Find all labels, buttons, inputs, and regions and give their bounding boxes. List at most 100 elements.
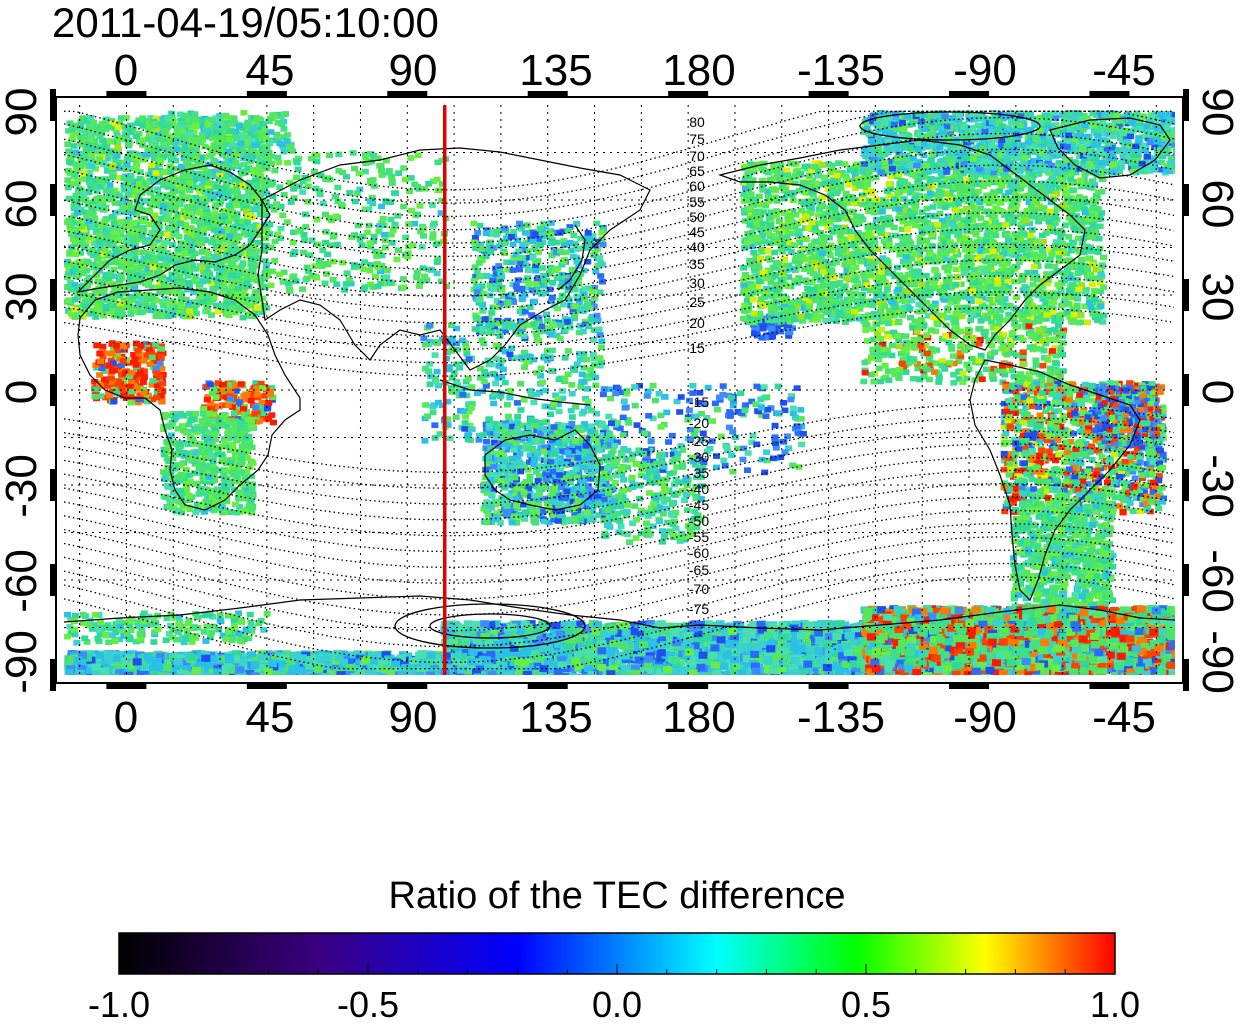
tec-data-cell — [444, 422, 452, 428]
tec-data-cell — [236, 303, 244, 310]
tec-data-cell — [240, 149, 248, 156]
tec-data-cell — [499, 470, 507, 476]
tec-data-cell — [533, 278, 541, 284]
tec-data-cell — [409, 242, 417, 249]
tec-data-cell — [146, 361, 154, 368]
tec-data-cell — [575, 457, 583, 464]
tec-data-cell — [593, 246, 601, 252]
tec-data-cell — [560, 258, 568, 264]
tec-data-cell — [184, 441, 192, 447]
tec-data-cell — [99, 207, 107, 213]
tec-data-cell — [254, 232, 262, 238]
tec-data-cell — [65, 297, 73, 304]
tec-data-cell — [261, 258, 269, 264]
tec-data-cell — [215, 256, 223, 262]
tec-data-cell — [551, 484, 559, 491]
tec-data-cell — [452, 414, 460, 420]
tec-data-cell — [508, 455, 516, 462]
tec-data-cell — [226, 391, 234, 397]
tec-data-cell — [223, 310, 231, 317]
tec-data-cell — [66, 249, 74, 256]
tec-data-cell — [167, 498, 175, 504]
tec-data-cell — [561, 422, 569, 429]
tec-data-cell — [485, 416, 493, 422]
tec-data-cell — [536, 225, 544, 232]
tec-data-cell — [388, 240, 396, 246]
tec-data-cell — [117, 275, 125, 281]
tec-data-cell — [213, 129, 221, 136]
tec-data-cell — [564, 371, 572, 378]
tec-data-cell — [495, 362, 503, 369]
tec-data-cell — [155, 192, 163, 198]
tec-data-cell — [501, 238, 509, 245]
tec-data-cell — [487, 273, 495, 280]
tec-data-cell — [149, 150, 157, 157]
tec-data-cell — [569, 308, 577, 315]
tec-data-cell — [155, 221, 163, 228]
tec-data-cell — [194, 506, 202, 513]
tec-data-cell — [201, 199, 209, 205]
tec-data-cell — [486, 245, 494, 251]
tec-data-cell — [511, 432, 519, 439]
tec-data-cell — [224, 165, 232, 172]
tec-data-cell — [268, 268, 276, 275]
tec-data-cell — [176, 274, 184, 280]
tec-data-cell — [588, 299, 596, 305]
tec-data-cell — [134, 399, 142, 406]
tec-data-cell — [155, 130, 163, 136]
tec-data-cell — [116, 300, 124, 307]
tec-data-cell — [97, 221, 105, 227]
tec-data-cell — [247, 256, 255, 263]
tec-data-cell — [430, 220, 438, 227]
tec-data-cell — [111, 307, 119, 313]
tec-data-cell — [262, 182, 269, 189]
tec-data-cell — [211, 210, 219, 217]
tec-data-cell — [580, 351, 588, 357]
tec-data-cell — [219, 192, 227, 199]
tec-data-cell — [459, 408, 467, 414]
tec-data-cell — [142, 198, 150, 204]
tec-data-cell — [521, 516, 529, 522]
tec-data-cell — [83, 128, 91, 134]
tec-data-cell — [566, 324, 574, 331]
tec-data-cell — [488, 329, 496, 336]
tec-data-cell — [266, 391, 274, 397]
tec-data-cell — [191, 204, 198, 211]
tec-data-cell — [158, 288, 166, 295]
tec-data-cell — [549, 280, 557, 286]
tec-data-cell — [579, 488, 587, 495]
tec-data-cell — [464, 375, 472, 382]
tec-data-cell — [217, 149, 225, 155]
tec-data-cell — [220, 291, 228, 297]
tec-data-cell — [324, 251, 332, 258]
tec-data-cell — [509, 478, 516, 484]
tec-data-cell — [343, 173, 350, 180]
tec-data-cell — [174, 212, 182, 219]
tec-data-cell — [356, 263, 364, 270]
tec-data-cell — [182, 480, 190, 487]
tec-data-cell — [103, 297, 111, 303]
tec-data-cell — [192, 266, 200, 272]
tec-data-cell — [496, 519, 504, 526]
tec-data-cell — [444, 398, 452, 405]
tec-data-cell — [74, 271, 82, 278]
tec-data-cell — [548, 294, 556, 301]
tec-data-cell — [593, 465, 601, 471]
tec-data-cell — [159, 372, 167, 378]
tec-data-cell — [330, 232, 338, 238]
tec-data-cell — [510, 420, 518, 427]
tec-data-cell — [208, 462, 216, 468]
tec-data-cell — [520, 255, 528, 262]
tec-data-cell — [304, 199, 312, 205]
tec-data-cell — [257, 380, 265, 387]
tec-data-cell — [522, 262, 530, 268]
tec-data-cell — [537, 513, 545, 519]
tec-data-cell — [259, 385, 267, 391]
tec-data-cell — [159, 380, 167, 387]
tec-data-cell — [201, 189, 209, 196]
tec-data-cell — [184, 273, 192, 279]
tec-data-cell — [564, 516, 572, 523]
tec-data-cell — [186, 187, 194, 194]
tec-data-cell — [206, 381, 214, 388]
tec-data-cell — [597, 344, 605, 350]
